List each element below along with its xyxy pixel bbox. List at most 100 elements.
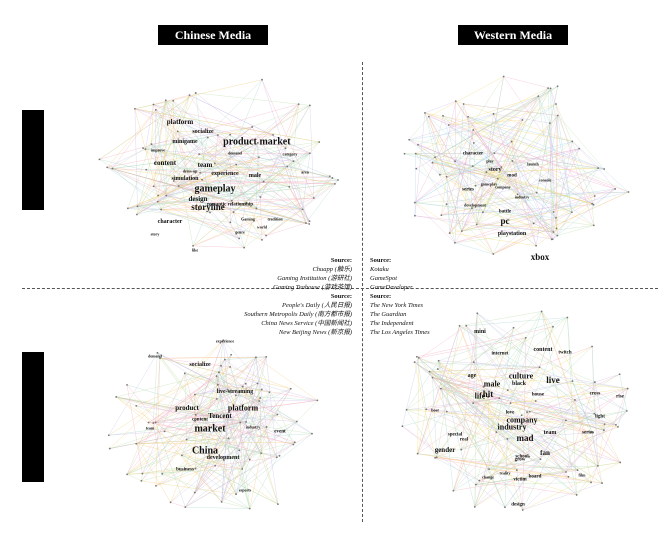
network-edge <box>229 366 279 505</box>
network-node <box>415 167 418 170</box>
keyword-label: gender <box>434 446 456 454</box>
network-node <box>230 199 233 202</box>
network-edge <box>477 313 595 414</box>
network-node <box>152 185 155 188</box>
network-node <box>476 312 479 315</box>
network-edge <box>574 399 617 426</box>
network-edge <box>221 501 250 509</box>
network-edge <box>142 147 267 236</box>
network-edge <box>136 366 231 444</box>
network-edge <box>459 311 542 327</box>
network-edge <box>228 438 250 509</box>
network-edge <box>126 359 226 475</box>
network-node <box>431 376 434 379</box>
network-edge <box>148 422 229 439</box>
network-edge <box>567 317 577 495</box>
network-edge <box>409 113 494 141</box>
network-edge <box>572 141 629 193</box>
network-edge <box>526 411 577 496</box>
network-west-main: company industry hit live mad male life culture… <box>390 295 650 525</box>
network-node <box>571 380 574 382</box>
network-edge <box>409 139 572 213</box>
keyword-label: world <box>257 224 267 230</box>
network-node <box>230 353 233 356</box>
network-edge <box>557 115 605 170</box>
network-edge <box>417 144 534 224</box>
network-edge <box>499 398 592 483</box>
network-edge <box>507 367 540 440</box>
network-edge <box>408 116 430 140</box>
network-edge <box>424 112 594 205</box>
network-node <box>206 136 209 139</box>
network-edge <box>461 208 473 232</box>
network-edge <box>432 162 498 179</box>
network-edge <box>512 160 534 224</box>
network-edge <box>522 337 527 510</box>
network-edge <box>153 340 224 424</box>
network-node <box>521 119 524 121</box>
network-node <box>405 408 408 411</box>
network-edge <box>155 162 201 174</box>
network-edge <box>157 141 320 202</box>
network-node <box>619 461 622 464</box>
network-edge <box>143 147 290 188</box>
network-node <box>140 480 143 482</box>
network-edge <box>591 346 599 466</box>
network-edge <box>572 141 599 169</box>
network-node <box>467 115 469 118</box>
network-node <box>431 161 434 164</box>
network-node <box>261 238 263 241</box>
network-edge <box>233 212 245 248</box>
network-edge <box>184 373 187 440</box>
network-edge <box>507 337 527 391</box>
network-edge <box>116 396 267 428</box>
network-node <box>201 178 203 181</box>
network-edge <box>440 388 621 463</box>
network-edge <box>496 367 540 433</box>
network-edge <box>461 129 474 232</box>
network-node <box>401 425 404 428</box>
network-edge <box>99 103 299 160</box>
network-node <box>424 112 426 114</box>
network-edge <box>594 382 605 431</box>
vertical-divider <box>362 62 363 522</box>
network-edge <box>476 224 557 229</box>
keyword-label: platform <box>166 118 194 126</box>
network-node <box>308 220 311 223</box>
keyword-label: romantic relationship <box>206 202 254 208</box>
network-edge <box>438 360 541 460</box>
network-edge <box>161 209 210 213</box>
network-edge <box>136 405 222 503</box>
network-edge <box>453 420 567 491</box>
network-node <box>194 413 197 416</box>
network-node <box>618 373 621 376</box>
network-edge <box>557 115 573 213</box>
keyword-label: grow <box>514 457 526 463</box>
keyword-label: play <box>486 158 494 164</box>
network-node <box>414 214 416 217</box>
network-edge <box>466 325 528 413</box>
keyword-label: film <box>578 472 586 478</box>
network-node <box>526 411 528 413</box>
keyword-label: mod <box>507 173 517 179</box>
network-edge <box>155 372 220 423</box>
network-edge <box>489 468 569 478</box>
network-node <box>331 177 334 179</box>
network-edge <box>173 180 303 210</box>
network-node <box>538 366 541 369</box>
network-edge <box>240 422 295 443</box>
network-edge <box>455 101 513 162</box>
network-edge <box>488 396 593 433</box>
network-node <box>194 92 197 94</box>
network-node <box>500 166 503 168</box>
network-west-niche: xbox pc playstation story mod character series… <box>385 62 645 267</box>
network-node <box>197 208 200 211</box>
network-edge <box>597 424 605 466</box>
network-node <box>552 325 554 328</box>
network-node <box>496 177 499 180</box>
network-edge <box>454 103 557 162</box>
network-edge <box>189 94 311 154</box>
network-edge <box>185 433 313 508</box>
network-edge <box>192 197 314 247</box>
network-node <box>226 413 229 416</box>
